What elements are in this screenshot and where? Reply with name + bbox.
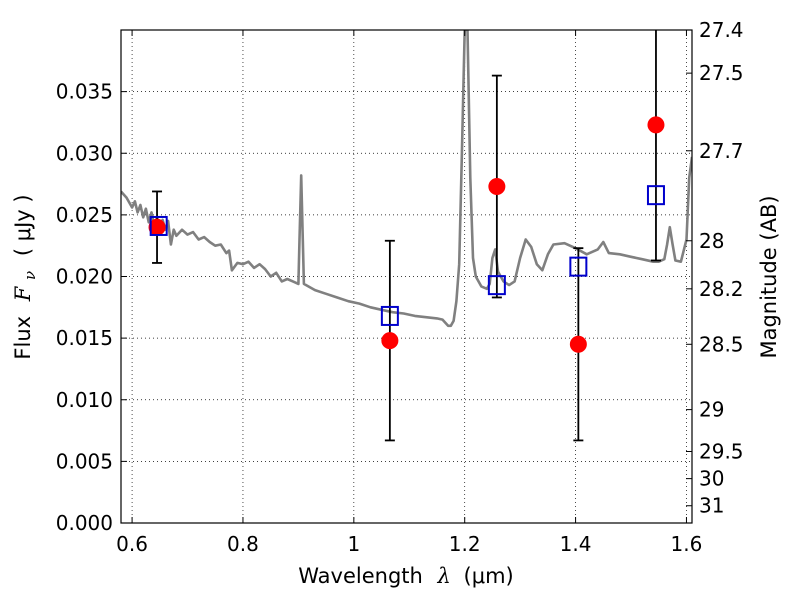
y2-tick-label: 27.5 xyxy=(699,61,744,85)
y-tick-label: 0.035 xyxy=(56,80,113,104)
y2-tick-label: 28.2 xyxy=(699,277,744,301)
y-axis-label: Flux F ν ( μJy ) xyxy=(11,194,40,359)
model-photometry-point xyxy=(646,185,665,206)
x-axis-ticks: 0.6 0.8 1 1.2 1.4 1.6 xyxy=(116,30,702,556)
plot-background xyxy=(121,30,692,523)
y-axis-label-subscript: ν xyxy=(21,271,39,280)
y-tick-label: 0.000 xyxy=(56,511,113,535)
y-tick-label: 0.025 xyxy=(56,203,113,227)
y-tick-label: 0.010 xyxy=(56,388,113,412)
y2-axis-ticks: 27.4 27.5 27.7 28 28.2 28.5 29 29.5 30 31 xyxy=(686,18,744,518)
x-tick-label: 0.8 xyxy=(227,532,259,556)
y2-tick-label: 29 xyxy=(699,398,724,422)
y2-tick-label: 27.4 xyxy=(699,18,744,42)
model-photometry-point xyxy=(569,256,588,277)
model-photometry-point xyxy=(487,275,506,296)
observed-point xyxy=(569,335,587,353)
y2-axis-label: Magnitude (AB) xyxy=(757,195,781,358)
y2-tick-label: 30 xyxy=(699,467,724,491)
x-tick-label: 1.2 xyxy=(449,532,481,556)
y-axis-label-unit: ( μJy ) xyxy=(11,194,35,256)
y2-tick-label: 28 xyxy=(699,229,724,253)
model-photometry-point xyxy=(149,215,168,236)
x-tick-label: 1.6 xyxy=(671,532,703,556)
x-tick-label: 1 xyxy=(347,532,360,556)
y-tick-label: 0.005 xyxy=(56,449,113,473)
y-tick-label: 0.015 xyxy=(56,326,113,350)
observed-point xyxy=(488,178,506,196)
y-axis-label-text: Flux xyxy=(11,316,35,360)
y2-tick-label: 28.5 xyxy=(699,332,744,356)
y2-tick-label: 27.7 xyxy=(699,139,744,163)
y2-tick-label: 29.5 xyxy=(699,440,744,464)
model-photometry-point xyxy=(380,305,399,326)
y2-tick-label: 31 xyxy=(699,494,724,518)
sed-line xyxy=(121,30,692,328)
observed-point xyxy=(381,332,399,350)
model-sed-series xyxy=(121,30,692,328)
observed-series xyxy=(148,116,665,353)
x-axis-label: Wavelength λ (μm) xyxy=(298,564,513,588)
model-photometry-series xyxy=(149,185,665,326)
x-axis-label-unit: (μm) xyxy=(464,564,514,588)
x-tick-label: 1.4 xyxy=(560,532,592,556)
observed-point xyxy=(647,116,665,134)
x-tick-label: 0.6 xyxy=(116,532,148,556)
y-tick-label: 0.030 xyxy=(56,141,113,165)
x-axis-label-text: Wavelength xyxy=(298,564,423,588)
y-axis-label-symbol: F xyxy=(11,285,35,302)
y-tick-label: 0.020 xyxy=(56,265,113,289)
x-axis-label-symbol: λ xyxy=(437,564,451,588)
y-axis-ticks: 0.000 0.005 0.010 0.015 0.020 0.025 0.030 0.035 xyxy=(56,80,127,535)
